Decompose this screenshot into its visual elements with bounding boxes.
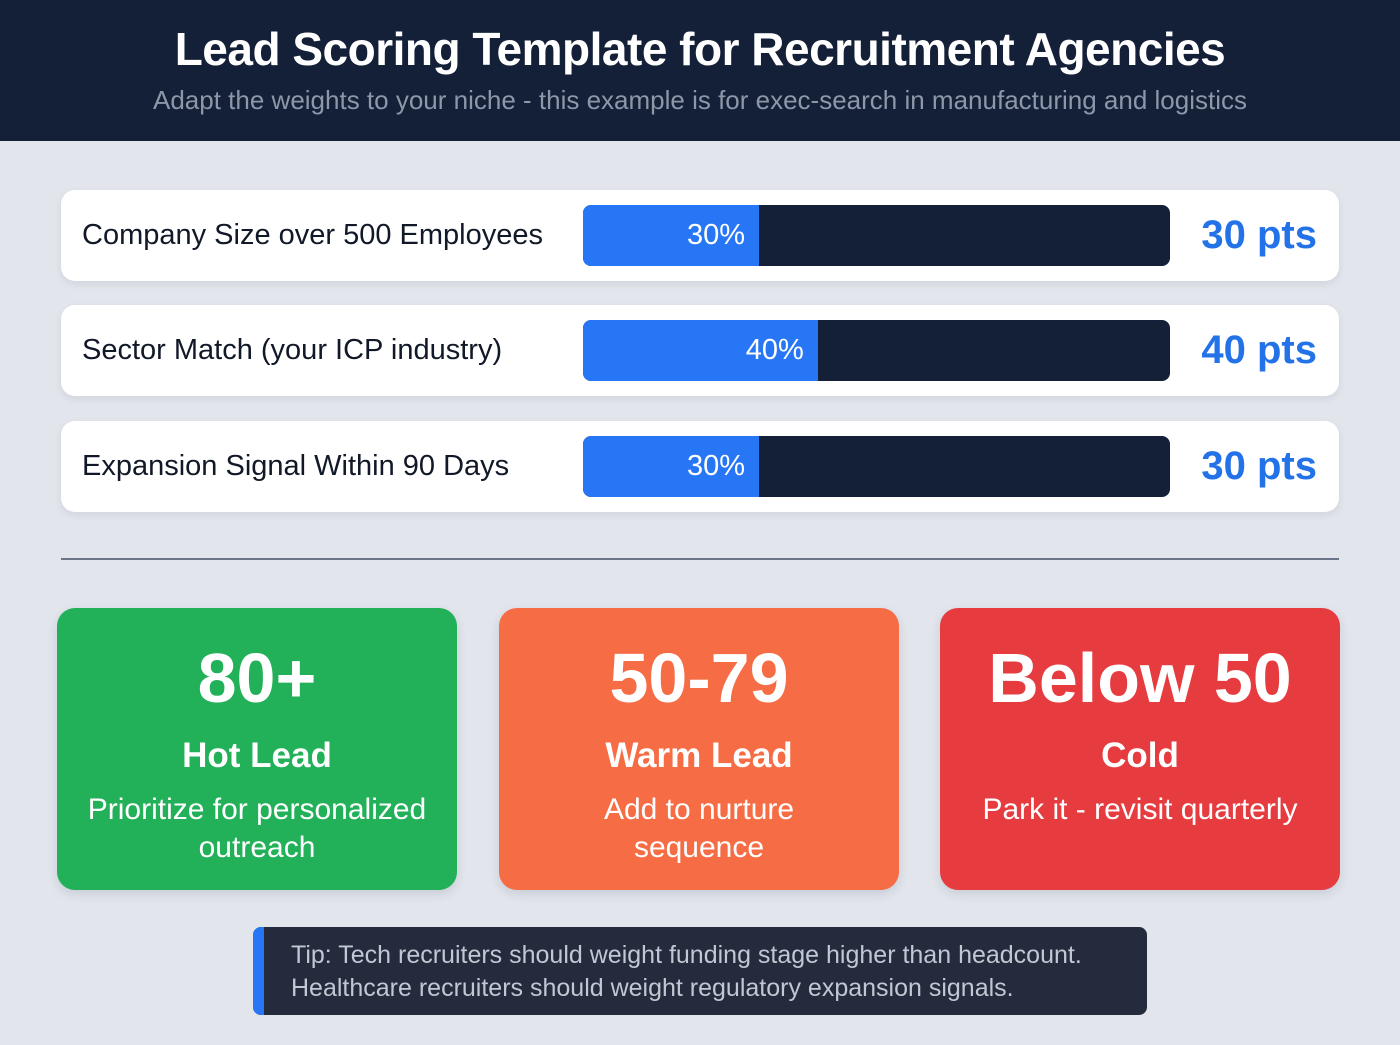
page-title: Lead Scoring Template for Recruitment Ag… — [174, 23, 1226, 75]
tier-name: Cold — [1101, 736, 1179, 775]
tier-card-hot: 80+ Hot Lead Prioritize for personalized… — [57, 608, 457, 890]
tier-name: Hot Lead — [182, 736, 332, 775]
weight-bar: 30% — [583, 436, 1170, 497]
points-value: 30 pts — [1201, 213, 1317, 257]
weight-percent: 30% — [687, 450, 746, 482]
weight-bar: 40% — [583, 320, 1170, 381]
page-subtitle: Adapt the weights to your niche - this e… — [153, 85, 1247, 115]
criterion-label: Expansion Signal Within 90 Days — [82, 450, 510, 482]
tier-description: Add to nurture sequence — [603, 793, 795, 864]
tip-accent-bar — [253, 927, 264, 1015]
section-divider — [61, 558, 1339, 560]
tip-line-1: Tip: Tech recruiters should weight fundi… — [291, 941, 1082, 969]
tier-description: Prioritize for personalized outreach — [87, 793, 427, 864]
tier-card-cold: Below 50 Cold Park it - revisit quarterl… — [940, 608, 1340, 890]
weight-bar-fill: 30% — [583, 436, 760, 497]
tier-range: 50-79 — [609, 639, 789, 717]
tier-range: 80+ — [197, 639, 317, 717]
weight-percent: 40% — [745, 334, 804, 366]
tip-line-2: Healthcare recruiters should weight regu… — [291, 974, 1014, 1002]
tier-name: Warm Lead — [605, 736, 793, 775]
tier-description: Park it - revisit quarterly — [982, 793, 1298, 826]
tier-card-warm: 50-79 Warm Lead Add to nurture sequence — [499, 608, 899, 890]
points-value: 30 pts — [1201, 444, 1317, 488]
weight-bar-fill: 30% — [583, 205, 760, 266]
tier-range: Below 50 — [988, 639, 1292, 717]
criterion-row-sector-match: Sector Match (your ICP industry) 40% 40 … — [61, 305, 1339, 396]
header: Lead Scoring Template for Recruitment Ag… — [0, 0, 1400, 141]
tip-callout: Tip: Tech recruiters should weight fundi… — [253, 927, 1147, 1015]
points-value: 40 pts — [1201, 328, 1317, 372]
criterion-label: Company Size over 500 Employees — [82, 219, 544, 251]
weight-bar: 30% — [583, 205, 1170, 266]
tip-text: Tip: Tech recruiters should weight fundi… — [291, 939, 1082, 1005]
criterion-row-company-size: Company Size over 500 Employees 30% 30 p… — [61, 190, 1339, 281]
criterion-label: Sector Match (your ICP industry) — [82, 334, 503, 366]
weight-percent: 30% — [687, 219, 746, 251]
weight-bar-fill: 40% — [583, 320, 818, 381]
criterion-row-expansion-signal: Expansion Signal Within 90 Days 30% 30 p… — [61, 421, 1339, 512]
